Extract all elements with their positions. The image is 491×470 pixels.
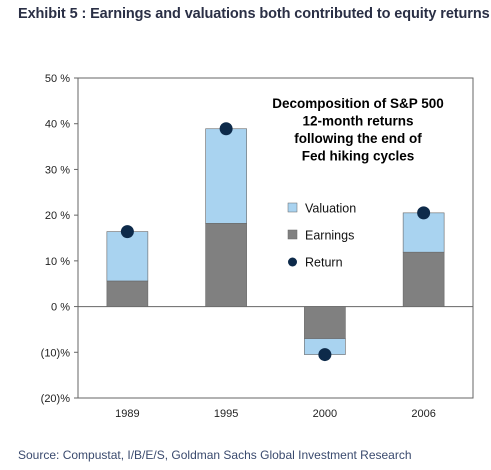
y-tick-label: 20 %	[45, 210, 70, 222]
return-marker-1989	[120, 225, 134, 239]
y-tick-label: 50 %	[45, 73, 70, 85]
y-tick-label: (20)%	[41, 393, 71, 405]
x-axis: 1989 1995 2000 2006	[115, 408, 436, 420]
chart-annotation: Decomposition of S&P 500 12-month returns…	[272, 96, 444, 164]
y-tick-label: 10 %	[45, 256, 70, 268]
return-marker-2000	[318, 348, 332, 362]
annotation-line: Decomposition of S&P 500	[272, 96, 444, 111]
legend-earnings-swatch	[287, 229, 298, 240]
x-tick-label: 2006	[411, 408, 435, 420]
bar-valuation-1989	[106, 231, 149, 282]
annotation-line: following the end of	[294, 131, 422, 146]
return-marker-1995	[219, 122, 233, 136]
annotation-line: Fed hiking cycles	[302, 149, 415, 164]
bar-earnings-1989	[106, 280, 149, 307]
legend-valuation-swatch	[287, 202, 298, 213]
x-tick-label: 1995	[214, 408, 238, 420]
y-tick-label: (10)%	[41, 347, 71, 359]
legend-return-label: Return	[305, 256, 343, 270]
legend-return-swatch	[288, 257, 297, 267]
bar-valuation-1995	[205, 128, 247, 224]
x-tick-label: 1989	[115, 408, 139, 420]
bar-earnings-2000	[304, 306, 346, 339]
y-tick-label: 40 %	[45, 119, 70, 131]
bar-earnings-1995	[205, 223, 247, 307]
legend: Valuation Earnings Return	[287, 202, 356, 270]
y-tick-label: 30 %	[45, 164, 70, 176]
y-tick-label: 0 %	[51, 302, 70, 314]
bar-valuation-2006	[402, 212, 445, 253]
x-tick-label: 2000	[313, 408, 337, 420]
y-axis: 50 % 40 % 30 % 20 % 10 % 0 % (10)% (20)%	[41, 73, 473, 405]
exhibit-title: Exhibit 5 : Earnings and valuations both…	[18, 6, 490, 22]
bars	[106, 128, 445, 355]
legend-valuation-label: Valuation	[305, 202, 356, 216]
legend-earnings-label: Earnings	[305, 229, 354, 243]
bar-earnings-2006	[402, 251, 445, 307]
return-markers	[120, 122, 431, 362]
annotation-line: 12-month returns	[302, 114, 413, 129]
chart: 50 %40 %30 %20 %10 %0 %(10)%(20)% 1989 19…	[41, 73, 474, 420]
return-marker-2006	[417, 206, 431, 220]
source-note: Source: Compustat, I/B/E/S, Goldman Sach…	[18, 448, 412, 462]
